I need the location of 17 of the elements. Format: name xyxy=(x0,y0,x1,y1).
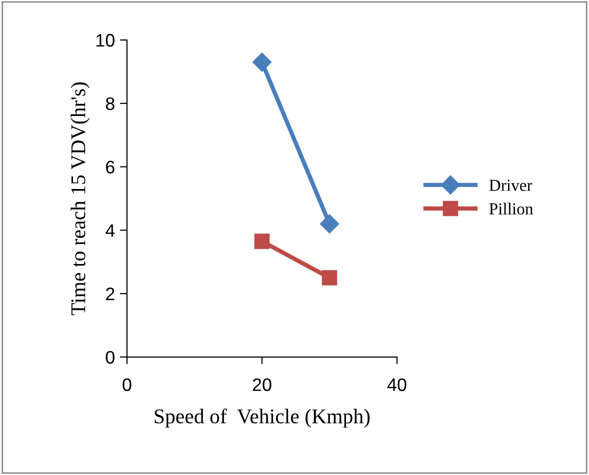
y-axis-title: Time to reach 15 VDV(hr's) xyxy=(70,82,90,316)
x-tick-label: 0 xyxy=(122,378,132,392)
point xyxy=(322,270,338,286)
legend-label: Pillion xyxy=(489,202,534,214)
x-tick-label: 40 xyxy=(387,378,406,392)
y-tick-label: 2 xyxy=(106,288,114,300)
y-tick-label: 6 xyxy=(106,160,114,174)
point xyxy=(254,234,270,249)
point xyxy=(252,52,272,72)
point xyxy=(320,214,340,234)
y-tick-label: 8 xyxy=(106,97,114,110)
y-tick-label: 4 xyxy=(106,224,115,237)
x-axis-title: Speed of Vehicle (Kmph) xyxy=(154,408,370,428)
y-tick-label: 10 xyxy=(96,34,114,47)
legend-label: Driver xyxy=(489,180,532,191)
x-tick-label: 20 xyxy=(252,378,272,392)
y-tick-label: 0 xyxy=(106,350,114,364)
